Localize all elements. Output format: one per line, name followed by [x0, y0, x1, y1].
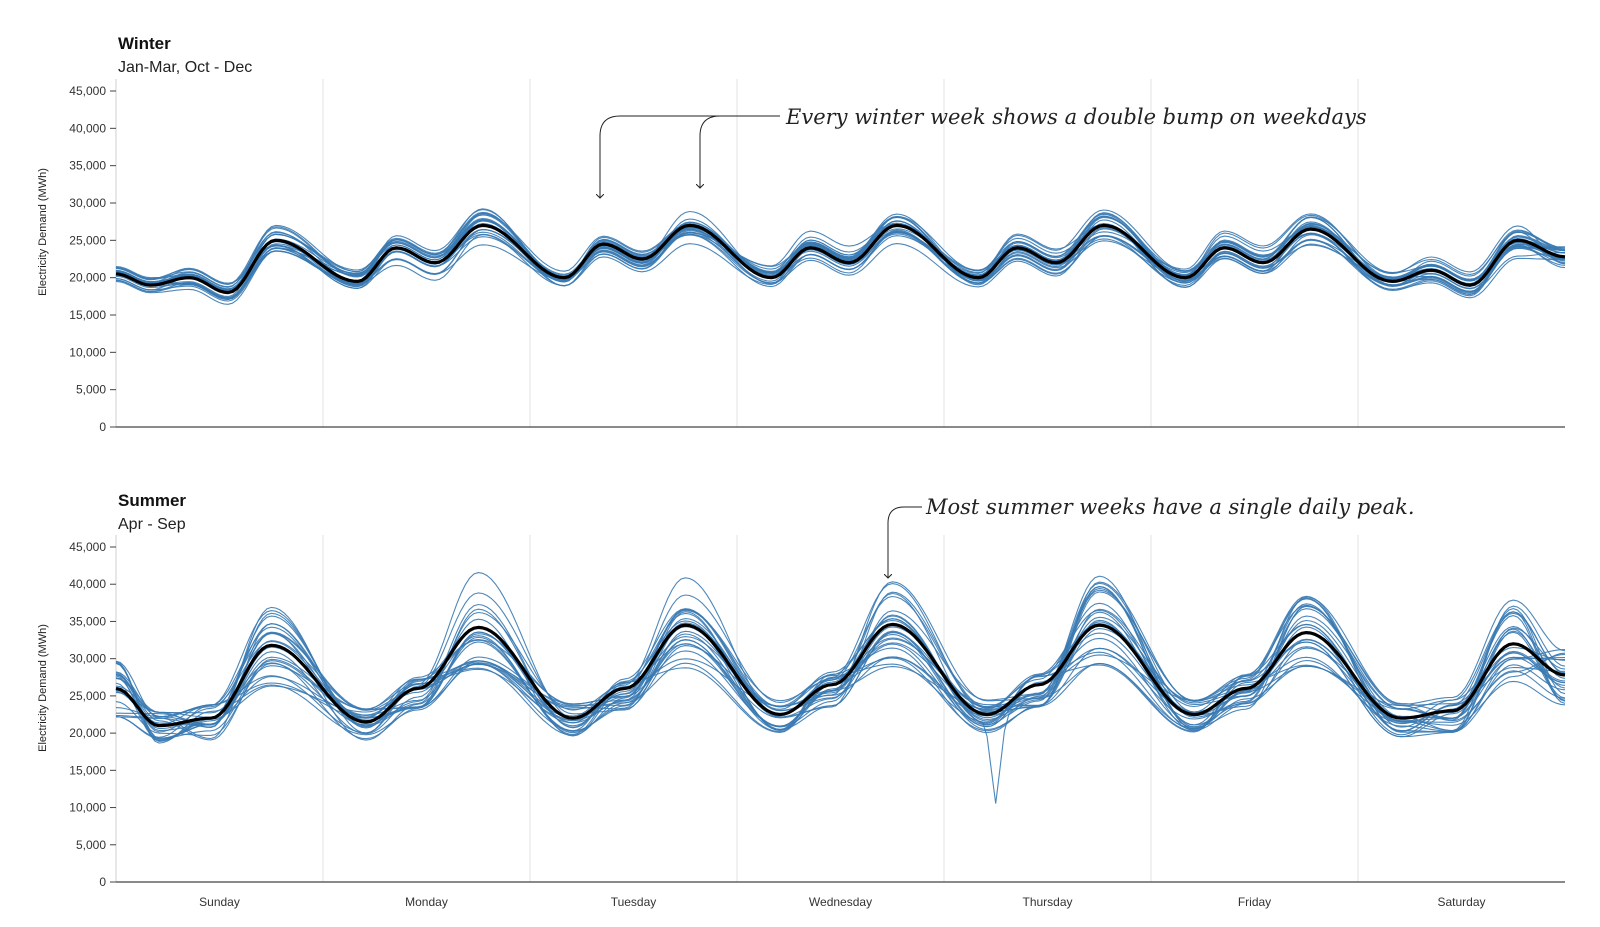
summer-y-tick-label: 0: [99, 875, 106, 889]
summer-y-tick-label: 5,000: [76, 838, 106, 852]
winter-title: Winter: [118, 34, 171, 53]
day-label-wednesday: Wednesday: [809, 895, 872, 909]
winter-y-tick-label: 10,000: [69, 345, 106, 359]
winter-subtitle: Jan-Mar, Oct - Dec: [118, 59, 252, 76]
summer-y-tick-label: 30,000: [69, 652, 106, 666]
winter-week-line: [115, 213, 1566, 299]
summer-annotation: Most summer weeks have a single daily pe…: [925, 495, 1415, 519]
summer-panel: Summer Apr - Sep Electricity Demand (MWh…: [37, 491, 1566, 889]
winter-average-series: [115, 223, 1566, 295]
day-label-saturday: Saturday: [1437, 895, 1485, 909]
summer-subtitle: Apr - Sep: [118, 516, 186, 533]
winter-panel: Winter Jan-Mar, Oct - Dec Electricity De…: [37, 34, 1566, 434]
winter-week-line: [115, 218, 1566, 289]
summer-title: Summer: [118, 491, 186, 510]
day-label-tuesday: Tuesday: [611, 895, 657, 909]
winter-y-axis: 0 5,000 10,000 15,000 20,000 25,000 30,000 35,0…: [69, 79, 1565, 434]
summer-y-tick-label: 40,000: [69, 577, 106, 591]
day-label-monday: Monday: [405, 895, 448, 909]
winter-annotation: Every winter week shows a double bump on…: [785, 105, 1367, 129]
winter-y-tick-label: 35,000: [69, 159, 106, 173]
summer-week-line: [115, 591, 1566, 734]
summer-y-tick-label: 20,000: [69, 726, 106, 740]
winter-annotation-arrow-1: [600, 115, 780, 198]
day-label-friday: Friday: [1238, 895, 1271, 909]
summer-week-line: [115, 585, 1566, 728]
summer-week-line: [115, 610, 1566, 731]
day-axis-labels: Sunday Monday Tuesday Wednesday Thursday Frid…: [199, 895, 1485, 909]
day-label-sunday: Sunday: [199, 895, 240, 909]
summer-week-line: [115, 577, 1566, 742]
summer-y-axis: 0 5,000 10,000 15,000 20,000 25,000 30,000 35,0…: [69, 535, 1565, 889]
day-label-thursday: Thursday: [1022, 895, 1072, 909]
winter-average-line: [115, 223, 1566, 295]
summer-week-line: [115, 581, 1566, 740]
winter-week-line: [115, 219, 1566, 292]
summer-week-line: [115, 595, 1566, 728]
winter-y-tick-label: 20,000: [69, 271, 106, 285]
winter-y-axis-label: Electricity Demand (MWh): [37, 168, 49, 296]
winter-week-line: [115, 210, 1566, 291]
summer-day-gridlines: [322, 535, 1359, 882]
winter-y-tick-label: 5,000: [76, 383, 106, 397]
winter-weekly-series: [115, 208, 1566, 305]
summer-week-line: [115, 594, 1566, 737]
winter-y-tick-label: 30,000: [69, 196, 106, 210]
summer-week-line: [115, 575, 1566, 730]
winter-week-line: [115, 216, 1566, 292]
summer-y-tick-label: 25,000: [69, 689, 106, 703]
summer-y-tick-label: 10,000: [69, 801, 106, 815]
summer-week-line: [115, 582, 1565, 736]
summer-week-line: [115, 602, 1566, 741]
summer-y-tick-label: 15,000: [69, 763, 106, 777]
summer-y-tick-label: 45,000: [69, 540, 106, 554]
summer-weekly-series: [115, 572, 1566, 804]
summer-average-line: [115, 622, 1566, 728]
winter-week-line: [115, 209, 1566, 300]
summer-annotation-arrow: [888, 506, 922, 578]
summer-y-tick-label: 35,000: [69, 614, 106, 628]
summer-y-axis-label: Electricity Demand (MWh): [37, 624, 49, 752]
winter-y-tick-label: 40,000: [69, 121, 106, 135]
summer-week-line: [115, 572, 1566, 738]
winter-annotation-arrow-2: [700, 115, 780, 188]
winter-week-line: [115, 216, 1566, 302]
winter-y-tick-label: 0: [99, 420, 106, 434]
winter-y-tick-label: 25,000: [69, 233, 106, 247]
summer-average-series: [115, 622, 1566, 728]
winter-y-tick-label: 15,000: [69, 308, 106, 322]
winter-y-tick-label: 45,000: [69, 84, 106, 98]
summer-week-line: [115, 583, 1566, 744]
